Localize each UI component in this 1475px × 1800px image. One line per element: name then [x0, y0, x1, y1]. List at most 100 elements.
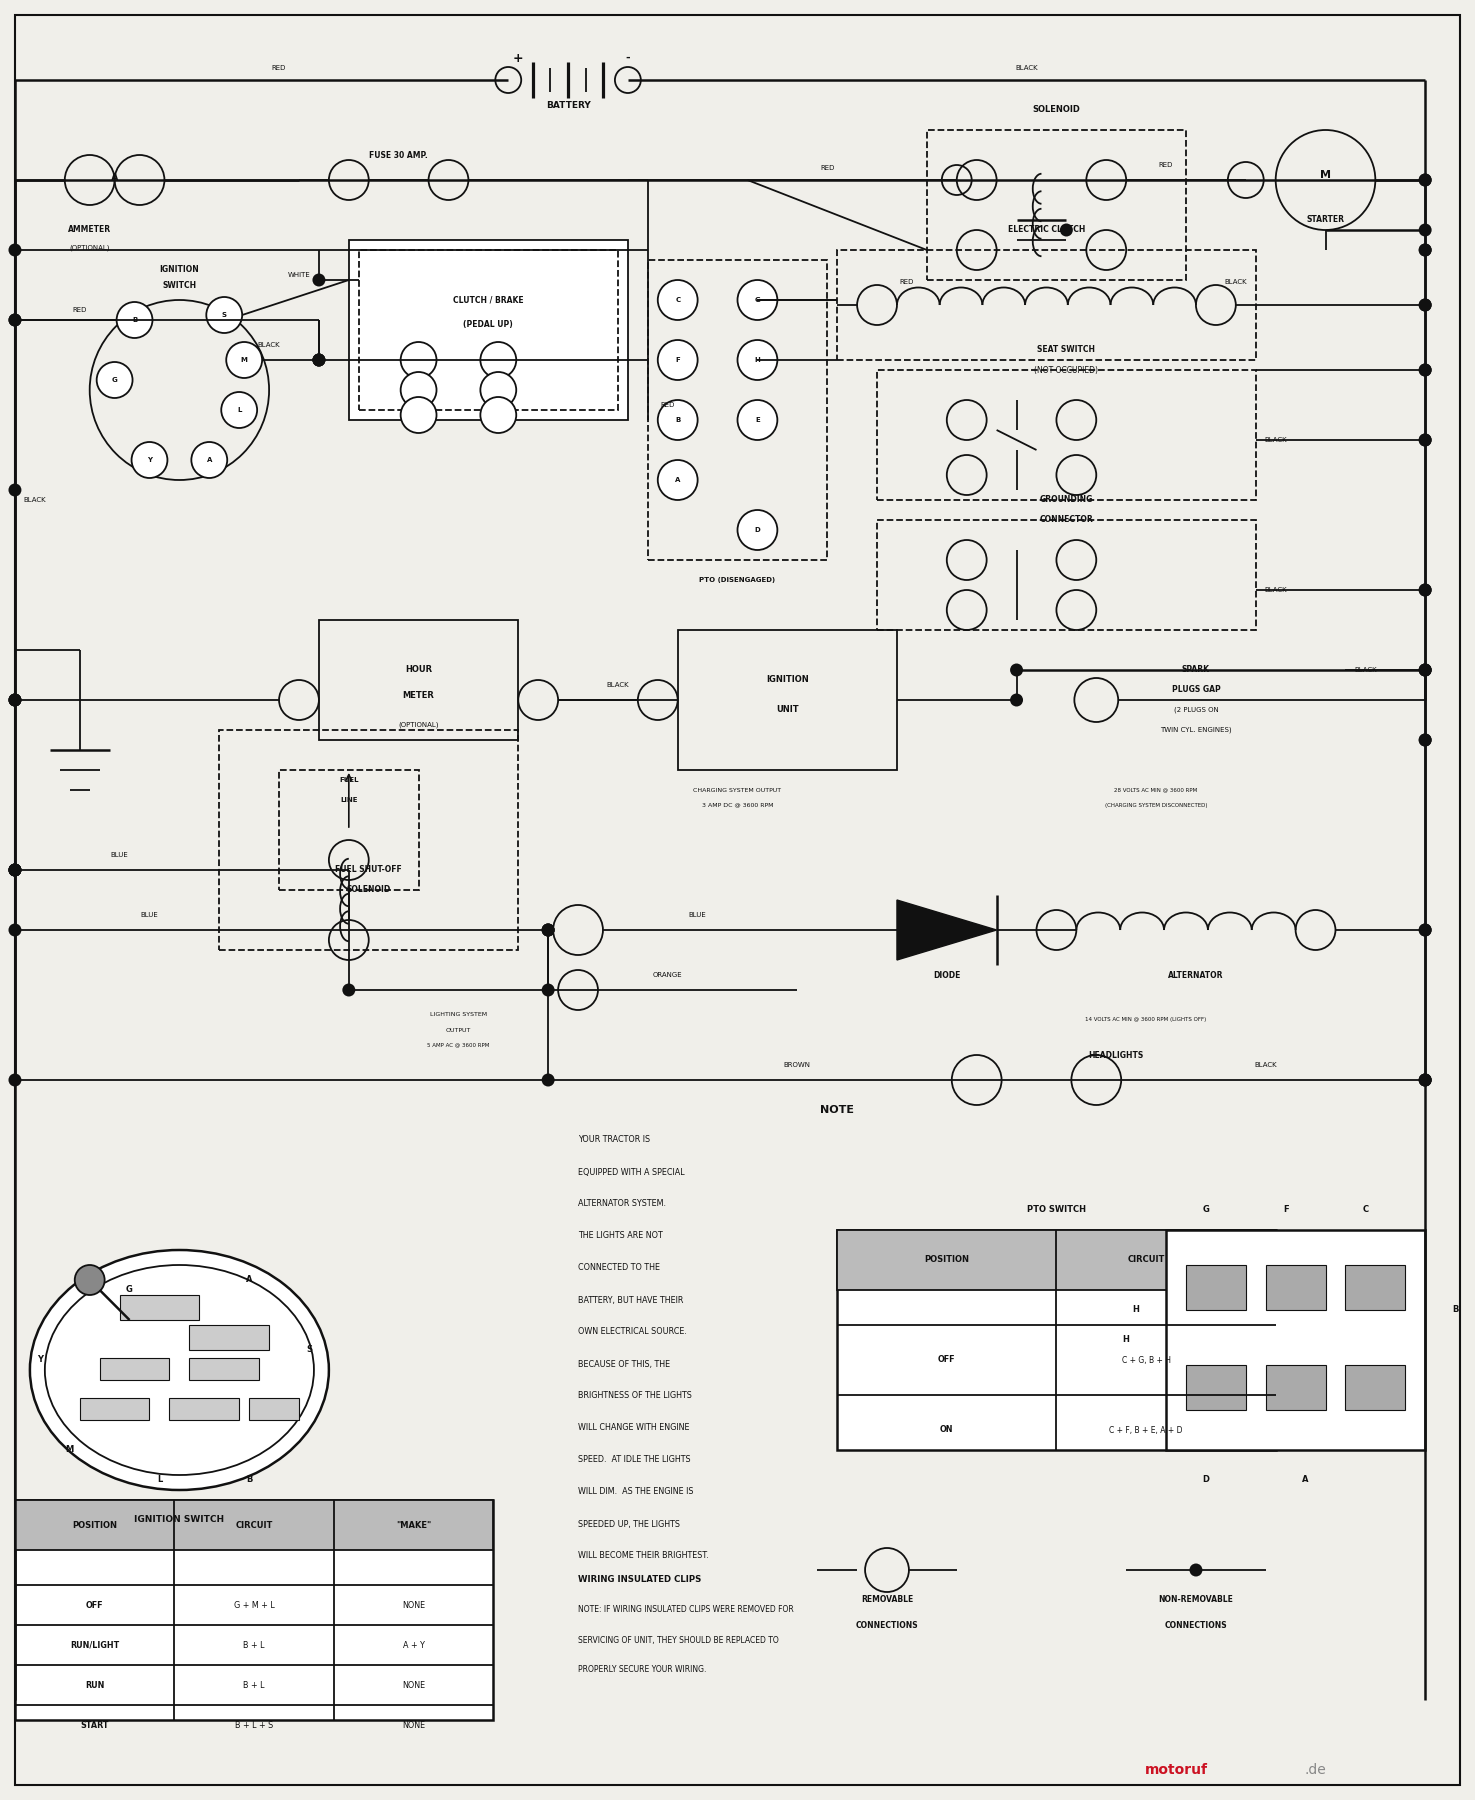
Text: ALTERNATOR SYSTEM.: ALTERNATOR SYSTEM. [578, 1199, 667, 1208]
Text: PLUGS GAP: PLUGS GAP [1171, 686, 1220, 695]
Text: G + M + L: G + M + L [233, 1600, 274, 1609]
Circle shape [658, 340, 698, 380]
Text: BATTERY, BUT HAVE THEIR: BATTERY, BUT HAVE THEIR [578, 1296, 683, 1305]
Text: NONE: NONE [403, 1600, 425, 1609]
Circle shape [1419, 664, 1432, 677]
Circle shape [226, 342, 263, 378]
Circle shape [1419, 434, 1432, 446]
Text: ORANGE: ORANGE [653, 972, 683, 977]
Text: CIRCUIT: CIRCUIT [1127, 1256, 1165, 1264]
Text: SWITCH: SWITCH [162, 281, 196, 290]
Bar [1266, 1265, 1326, 1310]
Text: H: H [755, 356, 760, 364]
Bar [1186, 1364, 1246, 1409]
Text: POSITION: POSITION [925, 1256, 969, 1264]
Circle shape [1419, 1073, 1432, 1087]
Text: BLACK: BLACK [1015, 65, 1038, 70]
Text: BROWN: BROWN [783, 1062, 811, 1067]
Text: SPEEDED UP, THE LIGHTS: SPEEDED UP, THE LIGHTS [578, 1519, 680, 1528]
Circle shape [9, 693, 22, 706]
Text: 5 AMP AC @ 3600 RPM: 5 AMP AC @ 3600 RPM [428, 1042, 490, 1048]
Text: WIRING INSULATED CLIPS: WIRING INSULATED CLIPS [578, 1575, 702, 1584]
Bar [878, 371, 1255, 500]
Text: SOLENOID: SOLENOID [347, 886, 391, 895]
Text: G: G [112, 376, 118, 383]
Circle shape [1419, 173, 1432, 187]
Text: IGNITION: IGNITION [159, 265, 199, 274]
Text: WILL BECOME THEIR BRIGHTEST.: WILL BECOME THEIR BRIGHTEST. [578, 1552, 708, 1561]
Circle shape [1419, 364, 1432, 376]
Text: BLUE: BLUE [689, 913, 707, 918]
Text: (OPTIONAL): (OPTIONAL) [398, 722, 440, 729]
Circle shape [9, 313, 22, 326]
Text: BLACK: BLACK [1254, 1062, 1277, 1067]
Text: A: A [1302, 1476, 1308, 1485]
Circle shape [1419, 734, 1432, 747]
Bar [878, 520, 1255, 630]
Circle shape [221, 392, 257, 428]
Circle shape [1419, 923, 1432, 936]
Circle shape [9, 693, 22, 706]
Bar [677, 630, 897, 770]
Text: H: H [1133, 1305, 1140, 1314]
Text: NONE: NONE [403, 1681, 425, 1690]
Circle shape [1419, 1073, 1432, 1087]
Circle shape [1419, 1073, 1432, 1087]
Bar [926, 130, 1186, 281]
Text: 28 VOLTS AC MIN @ 3600 RPM: 28 VOLTS AC MIN @ 3600 RPM [1115, 788, 1198, 792]
Bar [15, 1499, 493, 1721]
Text: SEAT SWITCH: SEAT SWITCH [1037, 346, 1096, 355]
Bar [838, 1229, 1276, 1451]
Text: LINE: LINE [341, 797, 357, 803]
Bar [249, 1399, 299, 1420]
Circle shape [9, 864, 22, 877]
Circle shape [738, 400, 777, 439]
Text: METER: METER [403, 691, 435, 700]
Text: Y: Y [37, 1355, 43, 1364]
Bar [1266, 1364, 1326, 1409]
Circle shape [9, 484, 22, 497]
Bar [80, 1399, 149, 1420]
Text: CHARGING SYSTEM OUTPUT: CHARGING SYSTEM OUTPUT [693, 788, 782, 792]
Circle shape [1419, 223, 1432, 236]
Text: RED: RED [72, 308, 87, 313]
Circle shape [1419, 173, 1432, 187]
Text: A: A [246, 1276, 252, 1285]
Bar [119, 1294, 199, 1319]
Text: RED: RED [661, 401, 676, 409]
Circle shape [541, 923, 555, 936]
Text: M: M [240, 356, 248, 364]
Circle shape [541, 923, 555, 936]
Text: PTO (DISENGAGED): PTO (DISENGAGED) [699, 578, 776, 583]
Bar [170, 1399, 239, 1420]
Circle shape [658, 461, 698, 500]
Circle shape [9, 243, 22, 256]
Circle shape [738, 281, 777, 320]
Text: B: B [131, 317, 137, 322]
Text: (OPTIONAL): (OPTIONAL) [69, 245, 111, 252]
Circle shape [9, 864, 22, 877]
Circle shape [313, 353, 326, 367]
Circle shape [9, 313, 22, 326]
Text: WILL DIM.  AS THE ENGINE IS: WILL DIM. AS THE ENGINE IS [578, 1487, 693, 1496]
Text: PTO SWITCH: PTO SWITCH [1027, 1206, 1086, 1215]
Circle shape [541, 983, 555, 997]
Text: UNIT: UNIT [776, 706, 798, 715]
Circle shape [481, 342, 516, 378]
Text: BLACK: BLACK [24, 497, 46, 502]
Text: BECAUSE OF THIS, THE: BECAUSE OF THIS, THE [578, 1359, 670, 1368]
Bar [648, 259, 827, 560]
Circle shape [401, 398, 437, 434]
Circle shape [1419, 299, 1432, 311]
Bar [1345, 1364, 1406, 1409]
Circle shape [75, 1265, 105, 1294]
Text: BLACK: BLACK [1264, 587, 1288, 592]
Text: B + L: B + L [243, 1640, 266, 1649]
Text: HEADLIGHTS: HEADLIGHTS [1089, 1051, 1143, 1060]
Circle shape [9, 693, 22, 706]
Circle shape [9, 864, 22, 877]
Text: ALTERNATOR: ALTERNATOR [1168, 970, 1224, 979]
Text: BLACK: BLACK [1264, 437, 1288, 443]
Text: BLACK: BLACK [606, 682, 630, 688]
Text: B + L: B + L [243, 1681, 266, 1690]
